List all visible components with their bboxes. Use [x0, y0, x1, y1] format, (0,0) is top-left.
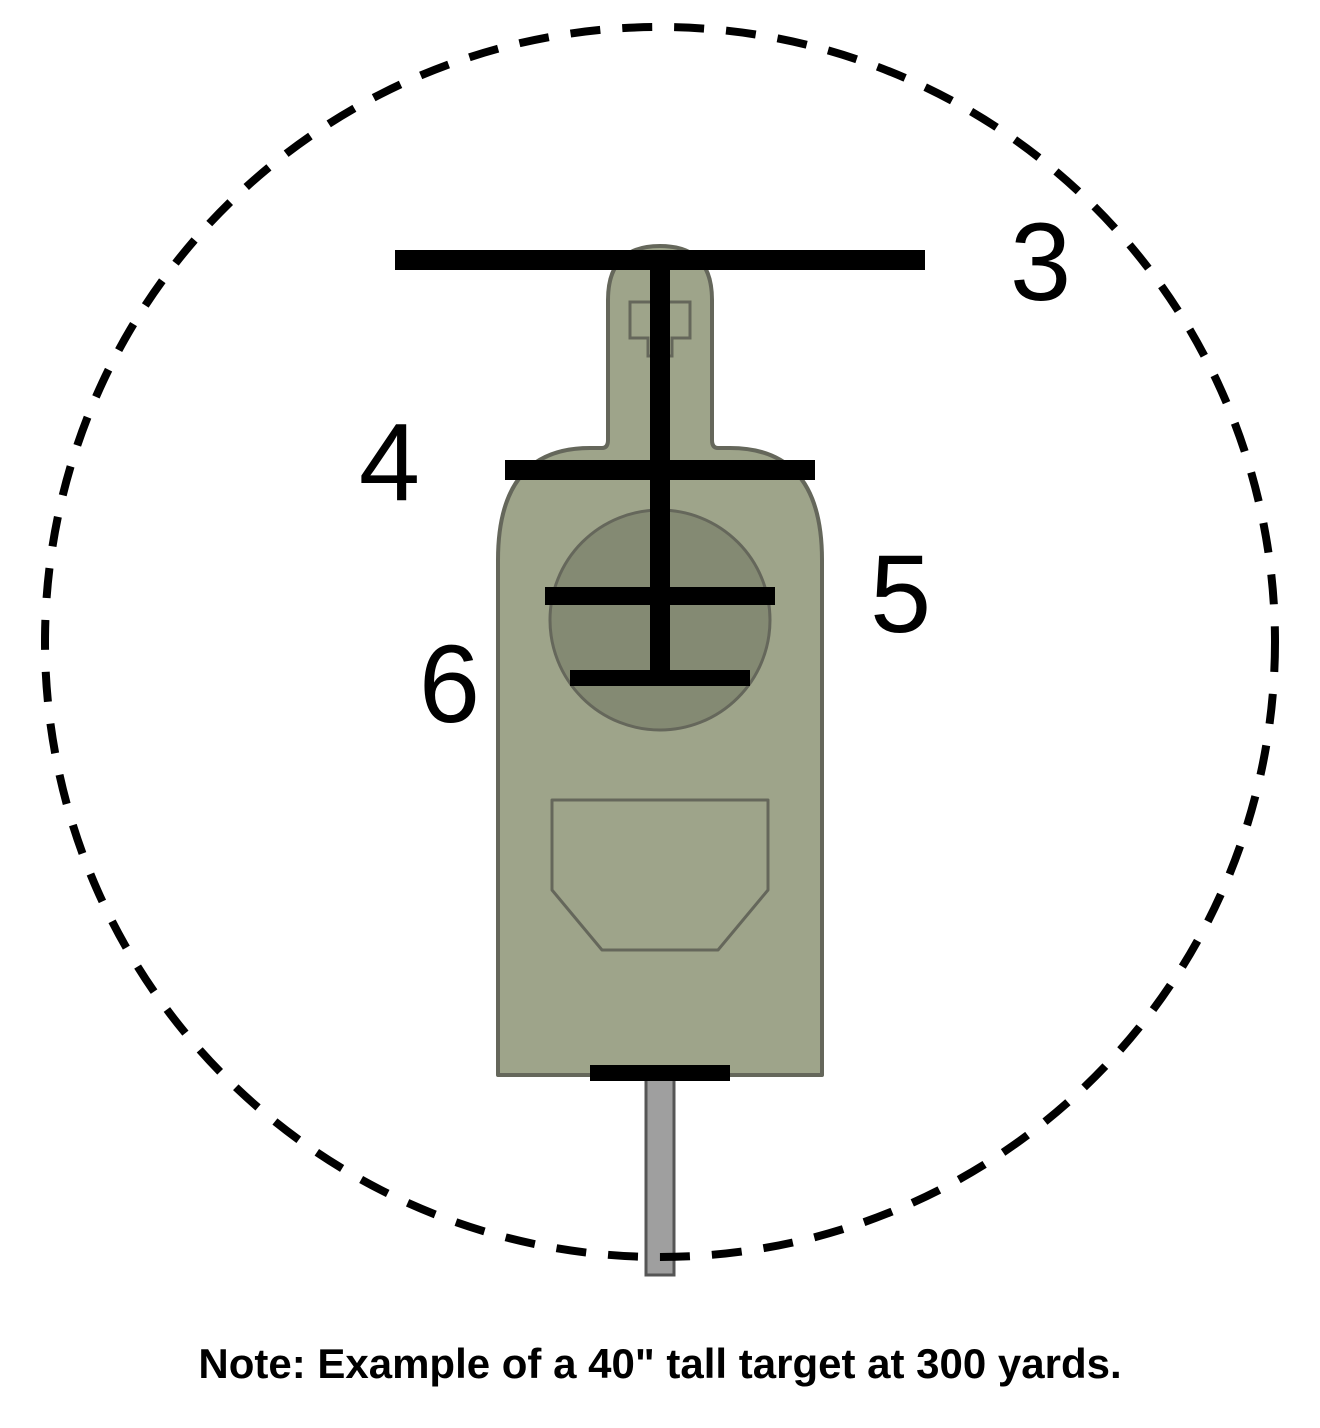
diagram-stage: 3 4 5 6 Note: Example of a 40" tall target … — [0, 0, 1320, 1428]
caption-text: Note: Example of a 40" tall target at 30… — [0, 1340, 1320, 1388]
stadia-label-5: 5 — [870, 533, 931, 656]
stadia-label-3: 3 — [1010, 201, 1071, 324]
reticle-diagram: 3 4 5 6 — [0, 0, 1320, 1428]
target-post — [646, 1075, 674, 1275]
stadia-label-4: 4 — [359, 401, 420, 524]
stadia-label-6: 6 — [419, 623, 480, 746]
